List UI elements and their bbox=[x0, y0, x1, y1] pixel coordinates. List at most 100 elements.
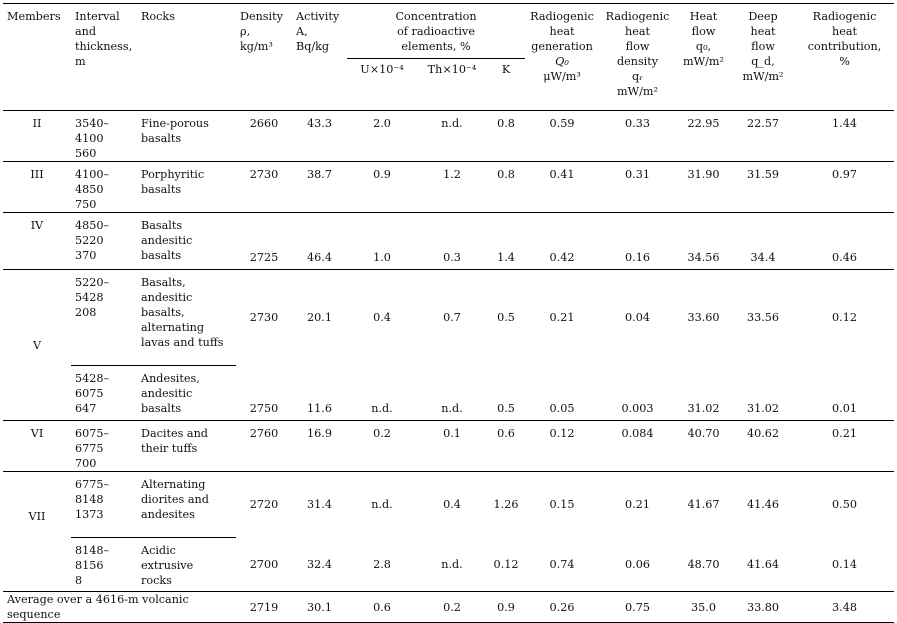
activity-cell: 32.4 bbox=[307, 557, 332, 571]
rocks-cell: Basalts, andesitic basalts, alternating lava… bbox=[137, 269, 236, 366]
heat-flow-cell: 40.70 bbox=[687, 427, 720, 440]
u-cell: 0.9 bbox=[373, 168, 391, 181]
average-row: Average over a 4616-m volcanic sequence … bbox=[3, 591, 895, 623]
qr-cell: 0.33 bbox=[625, 117, 650, 130]
qr-cell: 0.084 bbox=[621, 427, 654, 440]
average-label: Average over a 4616-m volcanic sequence bbox=[7, 593, 189, 621]
k-cell: 0.12 bbox=[493, 557, 519, 571]
deep-heat-flow-cell: 31.59 bbox=[747, 168, 780, 181]
k-cell: 0.8 bbox=[497, 168, 515, 181]
header-heat-flow: Heat flow q₀, mW/m² bbox=[676, 3, 732, 111]
k-cell: 1.4 bbox=[497, 251, 515, 264]
u-cell: 2.8 bbox=[373, 557, 391, 571]
th-cell: 1.2 bbox=[443, 168, 461, 181]
header-deep-heat-flow: Deep heat flow q_d, mW/m² bbox=[731, 3, 796, 111]
u-cell: 2.0 bbox=[373, 117, 391, 130]
contribution-cell: 3.48 bbox=[832, 600, 857, 614]
header-interval: Interval and thickness, m bbox=[71, 3, 137, 111]
u-cell: 0.4 bbox=[373, 311, 391, 325]
deep-heat-flow-cell: 33.80 bbox=[747, 600, 780, 614]
density-cell: 2700 bbox=[249, 557, 279, 571]
table-row: IV 4850–5220 370 Basalts andesitic basalts … bbox=[3, 212, 895, 270]
deep-heat-flow-cell: 34.4 bbox=[750, 251, 776, 264]
q0-cell: 0.59 bbox=[549, 117, 575, 130]
rocks-cell: Porphyritic basalts bbox=[141, 168, 205, 196]
interval-cell: 6775–8148 1373 bbox=[71, 471, 137, 538]
q0-cell: 0.15 bbox=[549, 498, 575, 512]
k-cell: 0.5 bbox=[497, 402, 515, 415]
heat-flow-cell: 22.95 bbox=[687, 117, 720, 130]
header-density: Density ρ, kg/m³ bbox=[236, 3, 292, 111]
header-concentration: Concentration of radioactive elements, % bbox=[347, 3, 526, 59]
table-row: V 5220–5428 208 Basalts, andesitic basalts,… bbox=[3, 269, 895, 366]
qr-cell: 0.04 bbox=[625, 311, 650, 325]
q0-cell: 0.74 bbox=[549, 557, 575, 571]
rocks-cell: Fine-porous basalts bbox=[141, 117, 209, 145]
header-k: K bbox=[487, 58, 526, 111]
header-radiogenic-contribution: Radiogenic heat contribution,% bbox=[795, 3, 895, 111]
deep-heat-flow-cell: 22.57 bbox=[747, 117, 780, 130]
density-cell: 2660 bbox=[249, 117, 279, 130]
density-cell: 2719 bbox=[249, 600, 279, 614]
contribution-cell: 0.97 bbox=[832, 168, 857, 181]
th-cell: 0.7 bbox=[443, 311, 461, 325]
table-body: II 3540–4100 560 Fine-porous basalts 2660 … bbox=[3, 110, 895, 623]
rocks-cell: Acidic extrusive rocks bbox=[141, 544, 194, 587]
th-cell: n.d. bbox=[441, 117, 463, 130]
header-members: Members bbox=[3, 3, 71, 111]
table-row: 8148–8156 8 Acidic extrusive rocks 2700 32.… bbox=[3, 538, 894, 592]
rocks-cell: Basalts andesitic basalts bbox=[141, 219, 193, 262]
qr-cell: 0.31 bbox=[625, 168, 650, 181]
q0-cell: 0.42 bbox=[549, 251, 575, 264]
k-cell: 0.6 bbox=[497, 427, 515, 440]
th-cell: 0.1 bbox=[443, 427, 461, 440]
table-row: VII 6775–8148 1373 Alternating diorites an… bbox=[3, 471, 895, 538]
u-cell: 0.6 bbox=[373, 600, 391, 614]
heat-flow-cell: 35.0 bbox=[691, 600, 716, 614]
activity-cell: 31.4 bbox=[307, 498, 332, 512]
contribution-cell: 1.44 bbox=[832, 117, 857, 130]
q0-cell: 0.21 bbox=[549, 311, 575, 325]
k-cell: 0.5 bbox=[497, 311, 515, 325]
heat-flow-cell: 34.56 bbox=[687, 251, 720, 264]
th-cell: n.d. bbox=[441, 557, 463, 571]
heat-flow-cell: 48.70 bbox=[687, 557, 720, 571]
table-row: 5428–6075 647 Andesites, andesitic basalts … bbox=[3, 366, 894, 421]
k-cell: 0.8 bbox=[497, 117, 515, 130]
header-rocks: Rocks bbox=[137, 3, 236, 111]
u-cell: n.d. bbox=[371, 402, 393, 415]
rocks-cell: Alternating diorites and andesites bbox=[137, 471, 236, 538]
th-cell: 0.3 bbox=[443, 251, 461, 264]
heat-flow-cell: 31.90 bbox=[687, 168, 720, 181]
page: { "headers": { "members": "Members", "in… bbox=[3, 3, 895, 623]
interval-cell: 4100–4850 750 bbox=[75, 168, 110, 211]
deep-heat-flow-cell: 41.46 bbox=[747, 498, 780, 512]
contribution-cell: 0.12 bbox=[832, 311, 857, 325]
deep-heat-flow-cell: 31.02 bbox=[747, 402, 780, 415]
rocks-cell: Dacites and their tuffs bbox=[141, 427, 208, 455]
member-cell: II bbox=[32, 117, 42, 130]
qr-cell: 0.75 bbox=[625, 600, 650, 614]
contribution-cell: 0.01 bbox=[832, 402, 857, 415]
activity-cell: 43.3 bbox=[307, 117, 332, 130]
table-row: III 4100–4850 750 Porphyritic basalts 2730… bbox=[3, 161, 895, 213]
rocks-cell: Andesites, andesitic basalts bbox=[141, 372, 200, 415]
header-qr: Radiogenic heat flow density qᵣ mW/m² bbox=[599, 3, 677, 111]
member-cell: V bbox=[32, 338, 42, 352]
k-cell: 0.9 bbox=[497, 600, 515, 614]
activity-cell: 46.4 bbox=[307, 251, 332, 264]
member-cell: VI bbox=[30, 427, 44, 440]
interval-cell: 5220–5428 208 bbox=[71, 269, 137, 366]
heat-flow-cell: 33.60 bbox=[687, 311, 720, 325]
data-table: Members Interval and thickness, m Rocks Den… bbox=[3, 3, 895, 623]
heat-flow-cell: 41.67 bbox=[687, 498, 720, 512]
interval-cell: 4850–5220 370 bbox=[75, 219, 110, 262]
interval-cell: 6075–6775 700 bbox=[75, 427, 110, 470]
contribution-cell: 0.14 bbox=[832, 557, 857, 571]
header-q0: Radiogenic heat generation Q₀ μW/m³ bbox=[525, 3, 600, 111]
header-activity: Activity A, Bq/kg bbox=[292, 3, 347, 111]
q0-cell: 0.41 bbox=[549, 168, 575, 181]
activity-cell: 16.9 bbox=[307, 427, 332, 440]
qr-cell: 0.16 bbox=[625, 251, 650, 264]
q0-cell: 0.26 bbox=[549, 600, 575, 614]
